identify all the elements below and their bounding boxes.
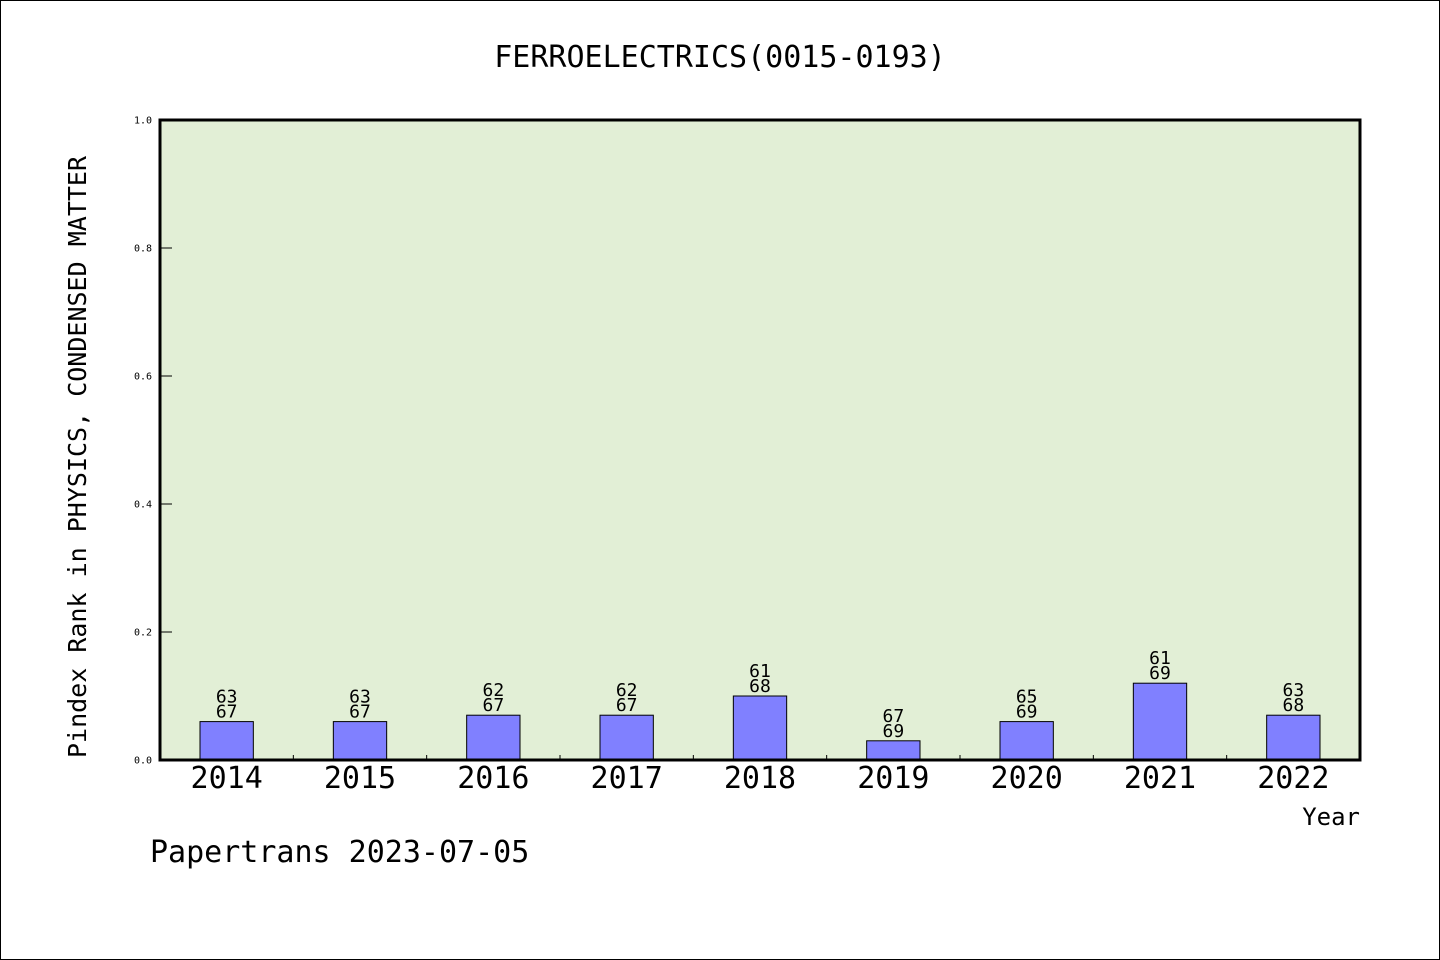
bar-2022 — [1266, 714, 1321, 761]
bar-2018 — [732, 695, 788, 761]
x-tick-label-2022: 2022 — [1257, 761, 1329, 796]
bar-label-upper-2022: 63 — [1282, 680, 1304, 701]
bar-2016 — [466, 714, 521, 761]
x-axis-label: Year — [1302, 803, 1360, 831]
bar-label-lower-2014: 67 — [216, 702, 238, 723]
x-tick-label-2019: 2019 — [857, 761, 929, 796]
y-tick-label: 1.0 — [134, 116, 152, 127]
bar-label-lower-2015: 67 — [349, 702, 371, 723]
y-tick-label: 0.8 — [134, 244, 152, 255]
bar-label-upper-2017: 62 — [616, 680, 638, 701]
axis-tick-labels: 0.0 0.2 0.4 0.6 0.8 1.0 2014 2015 2016 2017 2018 20… — [134, 116, 1330, 797]
y-tick-label: 0.0 — [134, 756, 152, 767]
y-tick-label: 0.4 — [134, 500, 152, 511]
bar-2019 — [866, 740, 921, 761]
bar-label-lower-2017: 67 — [616, 695, 638, 716]
bar-label-upper-2018: 61 — [749, 661, 771, 682]
bar-label-upper-2015: 63 — [349, 687, 371, 708]
footer-credit: Papertrans 2023-07-05 — [150, 835, 529, 870]
chart-title: FERROELECTRICS(0015-0193) — [494, 40, 946, 75]
x-tick-label-2021: 2021 — [1124, 761, 1196, 796]
bar-2015 — [332, 721, 388, 761]
bar-label-lower-2021: 69 — [1149, 663, 1171, 684]
x-tick-label-2015: 2015 — [324, 761, 396, 796]
x-tick-label-2017: 2017 — [591, 761, 663, 796]
bar-label-upper-2019: 67 — [882, 706, 904, 727]
bar-label-lower-2019: 69 — [882, 721, 904, 742]
bar-label-lower-2018: 68 — [749, 676, 771, 697]
x-tick-label-2020: 2020 — [991, 761, 1063, 796]
plot-background — [160, 120, 1360, 760]
bar-2020 — [999, 721, 1054, 761]
x-tick-label-2016: 2016 — [457, 761, 529, 796]
bar-2014 — [199, 721, 254, 761]
y-tick-label: 0.6 — [134, 372, 152, 383]
x-tick-label-2018: 2018 — [724, 761, 796, 796]
bar-label-upper-2014: 63 — [216, 687, 238, 708]
bar-label-lower-2022: 68 — [1282, 695, 1304, 716]
bar-label-lower-2020: 69 — [1016, 702, 1038, 723]
bar-label-lower-2016: 67 — [482, 695, 504, 716]
bar-label-upper-2021: 61 — [1149, 648, 1171, 669]
y-tick-label: 0.2 — [134, 628, 152, 639]
x-tick-label-2014: 2014 — [191, 761, 263, 796]
bar-label-upper-2020: 65 — [1016, 687, 1038, 708]
bar-label-upper-2016: 62 — [482, 680, 504, 701]
plot-border — [158, 118, 1362, 762]
bar-2017 — [599, 714, 654, 761]
y-axis-label: Pindex Rank in PHYSICS, CONDENSED MATTER — [63, 155, 92, 758]
bar-2021 — [1132, 682, 1188, 761]
